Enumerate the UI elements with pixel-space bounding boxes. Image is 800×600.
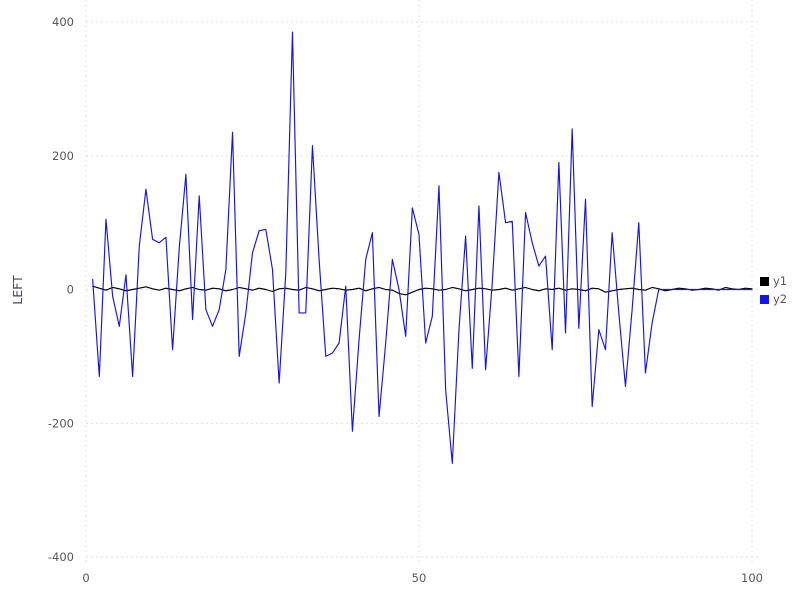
series-line-y2 [92, 31, 753, 464]
legend-swatch-y2[interactable] [760, 295, 769, 304]
x-tick-label: 0 [82, 571, 89, 585]
y-tick-label: 0 [67, 283, 74, 297]
y-tick-label: -200 [48, 416, 74, 430]
legend-label-y1[interactable]: y1 [773, 274, 787, 288]
y-tick-label: -400 [48, 550, 74, 564]
x-tick-labels: 0 50 100 [82, 571, 763, 585]
data-series-group [92, 31, 753, 464]
x-tick-label: 100 [741, 571, 763, 585]
y-axis-title: LEFT [10, 275, 25, 305]
y-tick-label: 200 [52, 149, 74, 163]
gridlines [85, 0, 760, 565]
y-tick-label: 400 [52, 15, 74, 29]
y-tick-labels: -400 -200 0 200 400 [48, 15, 74, 564]
legend-label-y2[interactable]: y2 [773, 292, 787, 306]
legend-swatch-y1[interactable] [760, 277, 769, 286]
x-tick-label: 50 [412, 571, 427, 585]
